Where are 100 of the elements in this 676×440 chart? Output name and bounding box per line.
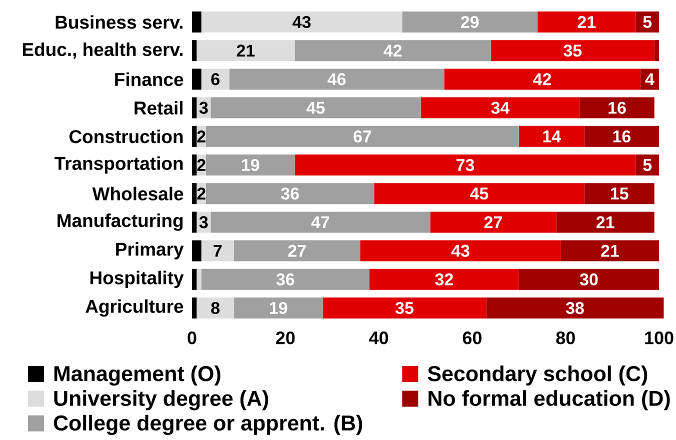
bar bbox=[192, 40, 197, 62]
data-label: 5 bbox=[643, 159, 652, 171]
bar bbox=[486, 298, 664, 319]
data-label: 27 bbox=[484, 216, 502, 228]
data-label: 19 bbox=[242, 158, 260, 172]
bar bbox=[420, 97, 580, 118]
bar bbox=[206, 154, 295, 176]
data-label: 32 bbox=[435, 273, 453, 286]
data-label: 36 bbox=[281, 188, 299, 200]
data-label: 38 bbox=[566, 302, 584, 314]
data-label: 14 bbox=[543, 130, 561, 142]
data-label: 46 bbox=[328, 73, 346, 86]
data-label: 21 bbox=[601, 244, 619, 257]
bar bbox=[444, 68, 640, 90]
data-label: 43 bbox=[292, 16, 311, 28]
data-label: 15 bbox=[610, 188, 628, 200]
legend-label: Management (O) bbox=[54, 366, 220, 386]
data-label: 3 bbox=[199, 216, 208, 228]
data-label: 7 bbox=[214, 244, 222, 257]
y-tick-label: Wholesale bbox=[92, 186, 184, 200]
bar bbox=[192, 268, 197, 290]
data-label: 73 bbox=[456, 158, 474, 172]
data-label: 34 bbox=[491, 102, 510, 114]
bar bbox=[201, 12, 402, 32]
bar bbox=[369, 268, 519, 290]
legend-label: Secondary school (C) bbox=[428, 366, 648, 386]
bar bbox=[322, 298, 486, 319]
data-label: 19 bbox=[270, 302, 288, 314]
bar bbox=[234, 298, 323, 319]
data-label: 30 bbox=[580, 273, 598, 286]
data-label: 29 bbox=[461, 16, 479, 28]
data-label: 21 bbox=[578, 16, 596, 28]
data-label: 5 bbox=[643, 16, 652, 28]
bar bbox=[229, 68, 444, 90]
bar bbox=[294, 154, 636, 176]
bar bbox=[560, 240, 660, 262]
x-tick-label: 80 bbox=[556, 332, 575, 344]
bar bbox=[192, 240, 202, 262]
data-label: 47 bbox=[311, 216, 330, 228]
bar bbox=[206, 126, 519, 147]
bar bbox=[490, 40, 654, 62]
bar bbox=[294, 40, 491, 62]
data-label: 6 bbox=[211, 73, 220, 86]
x-tick-label: 20 bbox=[276, 332, 295, 344]
bar bbox=[201, 68, 230, 90]
bar bbox=[654, 40, 660, 62]
bar bbox=[210, 212, 430, 233]
data-label: 42 bbox=[533, 73, 552, 86]
data-label: 45 bbox=[306, 102, 325, 114]
data-label: 35 bbox=[564, 44, 582, 57]
y-tick-label: Primary bbox=[116, 242, 184, 260]
bar bbox=[374, 183, 584, 204]
data-label: 2 bbox=[197, 188, 206, 200]
bar bbox=[196, 298, 234, 319]
bar bbox=[192, 68, 202, 90]
bar bbox=[192, 126, 197, 147]
bar bbox=[192, 183, 197, 204]
bar bbox=[402, 12, 538, 32]
data-label: 8 bbox=[211, 302, 220, 314]
bar bbox=[360, 240, 561, 262]
x-tick-label: 0 bbox=[188, 332, 196, 344]
y-tick-label: Transportation bbox=[54, 156, 183, 174]
data-label: 16 bbox=[613, 130, 631, 142]
data-label: 21 bbox=[596, 216, 614, 228]
data-label: 42 bbox=[384, 44, 402, 57]
bar bbox=[430, 212, 556, 233]
y-tick-label: Manufacturing bbox=[58, 214, 183, 231]
bar bbox=[580, 97, 654, 118]
data-label: 67 bbox=[354, 130, 372, 142]
legend-label: College degree or apprent. (B) bbox=[54, 414, 362, 435]
bar bbox=[201, 240, 234, 262]
legend-label: No formal education (D) bbox=[428, 390, 670, 410]
bar bbox=[234, 240, 360, 262]
bar bbox=[210, 97, 421, 118]
x-tick-label: 40 bbox=[369, 332, 388, 344]
data-label: 21 bbox=[236, 44, 255, 57]
y-tick-label: Retail bbox=[134, 101, 182, 115]
data-label: 43 bbox=[451, 244, 470, 257]
bar bbox=[192, 97, 197, 118]
bar bbox=[196, 268, 202, 290]
y-tick-label: Educ., health serv. bbox=[22, 42, 183, 59]
bar bbox=[584, 183, 654, 204]
bar bbox=[201, 268, 370, 290]
data-label: 36 bbox=[276, 273, 294, 286]
bar bbox=[192, 12, 202, 32]
data-label: 35 bbox=[395, 302, 414, 314]
bar bbox=[206, 183, 374, 204]
x-tick-label: 60 bbox=[462, 332, 482, 344]
bar bbox=[192, 212, 197, 233]
data-label: 3 bbox=[199, 102, 208, 114]
y-tick-label: Hospitality bbox=[90, 270, 184, 288]
y-tick-label: Business serv. bbox=[56, 15, 183, 29]
y-tick-label: Finance bbox=[115, 72, 184, 86]
bar bbox=[538, 12, 636, 32]
bar bbox=[518, 126, 584, 147]
data-label: 2 bbox=[197, 159, 206, 171]
data-label: 45 bbox=[470, 188, 488, 200]
bar bbox=[196, 40, 295, 62]
legend-label: University degree (A) bbox=[54, 390, 268, 410]
bar bbox=[192, 154, 197, 176]
